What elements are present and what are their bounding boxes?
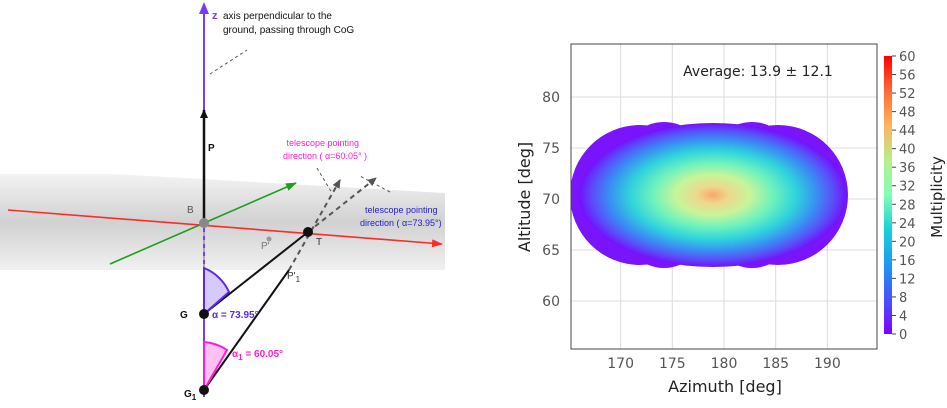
colorbar-tick-label: 8 — [899, 291, 907, 306]
colorbar-tick-label: 40 — [899, 143, 916, 158]
y-tick-label: 80 — [542, 90, 560, 106]
label-G1: G1 — [184, 389, 197, 402]
x-tick-label: 180 — [711, 356, 738, 372]
colorbar-tick-label: 20 — [899, 235, 916, 250]
colorbar-tick-label: 28 — [899, 198, 916, 213]
colorbar-tick-label: 16 — [899, 254, 916, 269]
z-annotation: axis perpendicular to the ground, passin… — [223, 11, 354, 36]
colorbar-tick-label: 0 — [899, 328, 907, 343]
y-tick-label: 65 — [542, 243, 560, 259]
colorbar — [884, 56, 892, 334]
z-annotation-pointer — [209, 49, 248, 75]
telescope-line-1 — [203, 231, 309, 315]
telescope-1-label-line2: direction ( α=60.05° ) — [283, 151, 367, 161]
y-tick-label: 60 — [542, 294, 560, 310]
label-Pprime: P' — [261, 241, 270, 252]
y-tick-label: 75 — [542, 141, 560, 157]
colorbar-tick-label: 48 — [899, 106, 916, 121]
telescope-2-label-line1: telescope pointing — [365, 205, 438, 215]
telescope-2-label-line2: direction ( α=73.95°) — [360, 218, 442, 228]
colorbar-tick-label: 12 — [899, 272, 916, 287]
x-tick-label: 190 — [814, 356, 841, 372]
label-P: P — [208, 143, 215, 154]
label-T: T — [316, 237, 322, 248]
colorbar-tick-label: 44 — [899, 124, 916, 139]
x-tick-label: 170 — [607, 356, 634, 372]
point-T — [303, 227, 313, 237]
colorbar-tick-label: 4 — [899, 309, 907, 324]
heat-core — [579, 123, 847, 267]
z-annotation-line1: axis perpendicular to the — [223, 11, 332, 22]
z-axis-arrowhead — [199, 2, 209, 14]
point-G1 — [199, 385, 209, 395]
telescope-1-pointer — [316, 167, 333, 194]
chart-title: Average: 13.9 ± 12.1 — [683, 64, 833, 80]
telescope-2-label: telescope pointing direction ( α=73.95°) — [360, 205, 442, 228]
colorbar-label: Multiplicity — [928, 156, 946, 238]
alpha-arc — [203, 266, 231, 317]
colorbar-tick-label: 60 — [899, 50, 916, 65]
y-tick-label: 70 — [542, 192, 560, 208]
geometry-diagram: z axis perpendicular to the ground, pass… — [0, 2, 445, 402]
alpha1-arc — [203, 340, 229, 394]
colorbar-tick-label: 36 — [899, 161, 916, 176]
telescope-1-label-line1: telescope pointing — [286, 138, 359, 148]
point-G — [199, 309, 209, 319]
telescope-line-1-dashed — [307, 177, 377, 233]
label-alpha1: α1 = 60.05° — [232, 349, 283, 362]
y-tick-labels: 60 65 70 75 80 — [542, 90, 560, 310]
x-tick-label: 175 — [659, 356, 686, 372]
label-alpha: α = 73.95° — [212, 310, 259, 321]
colorbar-tick-label: 52 — [899, 87, 916, 102]
x-tick-label: 185 — [762, 356, 789, 372]
point-B — [199, 218, 209, 228]
colorbar-tick-label: 56 — [899, 69, 916, 84]
point-Pprime — [266, 236, 272, 242]
telescope-line-2 — [203, 269, 290, 391]
telescope-1-label: telescope pointing direction ( α=60.05° … — [283, 138, 367, 161]
x-tick-labels: 170 175 180 185 190 — [607, 356, 840, 372]
x-axis-label: Azimuth [deg] — [668, 377, 782, 396]
z-annotation-line2: ground, passing through CoG — [223, 25, 354, 36]
label-G: G — [180, 310, 188, 321]
y-axis-label: Altitude [deg] — [515, 142, 534, 252]
ground-plane — [0, 174, 445, 270]
colorbar-tick-label: 32 — [899, 180, 916, 195]
red-axis — [7, 209, 443, 248]
label-P1prime: P'1 — [287, 271, 301, 284]
colorbar-tick-label: 24 — [899, 217, 916, 232]
heat-blob — [571, 122, 848, 268]
label-B: B — [187, 205, 194, 216]
z-axis-label: z — [212, 10, 218, 22]
plot-frame — [570, 43, 878, 350]
